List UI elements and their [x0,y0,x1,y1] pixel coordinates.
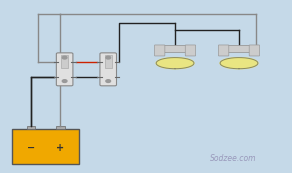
Polygon shape [156,58,194,69]
FancyBboxPatch shape [162,45,188,52]
FancyBboxPatch shape [56,53,73,86]
FancyBboxPatch shape [105,55,112,68]
Circle shape [62,56,67,59]
Circle shape [106,56,111,59]
FancyBboxPatch shape [249,45,260,56]
FancyBboxPatch shape [218,45,229,56]
FancyBboxPatch shape [12,129,79,164]
Circle shape [106,80,111,83]
Text: Sodzee.com: Sodzee.com [210,154,256,163]
FancyBboxPatch shape [27,126,35,129]
FancyBboxPatch shape [185,45,196,56]
FancyBboxPatch shape [226,45,252,52]
Text: +: + [56,143,65,153]
FancyBboxPatch shape [61,55,68,68]
FancyBboxPatch shape [154,45,165,56]
Text: −: − [27,143,35,153]
FancyBboxPatch shape [56,126,65,129]
FancyBboxPatch shape [100,53,117,86]
Circle shape [62,80,67,83]
Polygon shape [220,58,258,69]
